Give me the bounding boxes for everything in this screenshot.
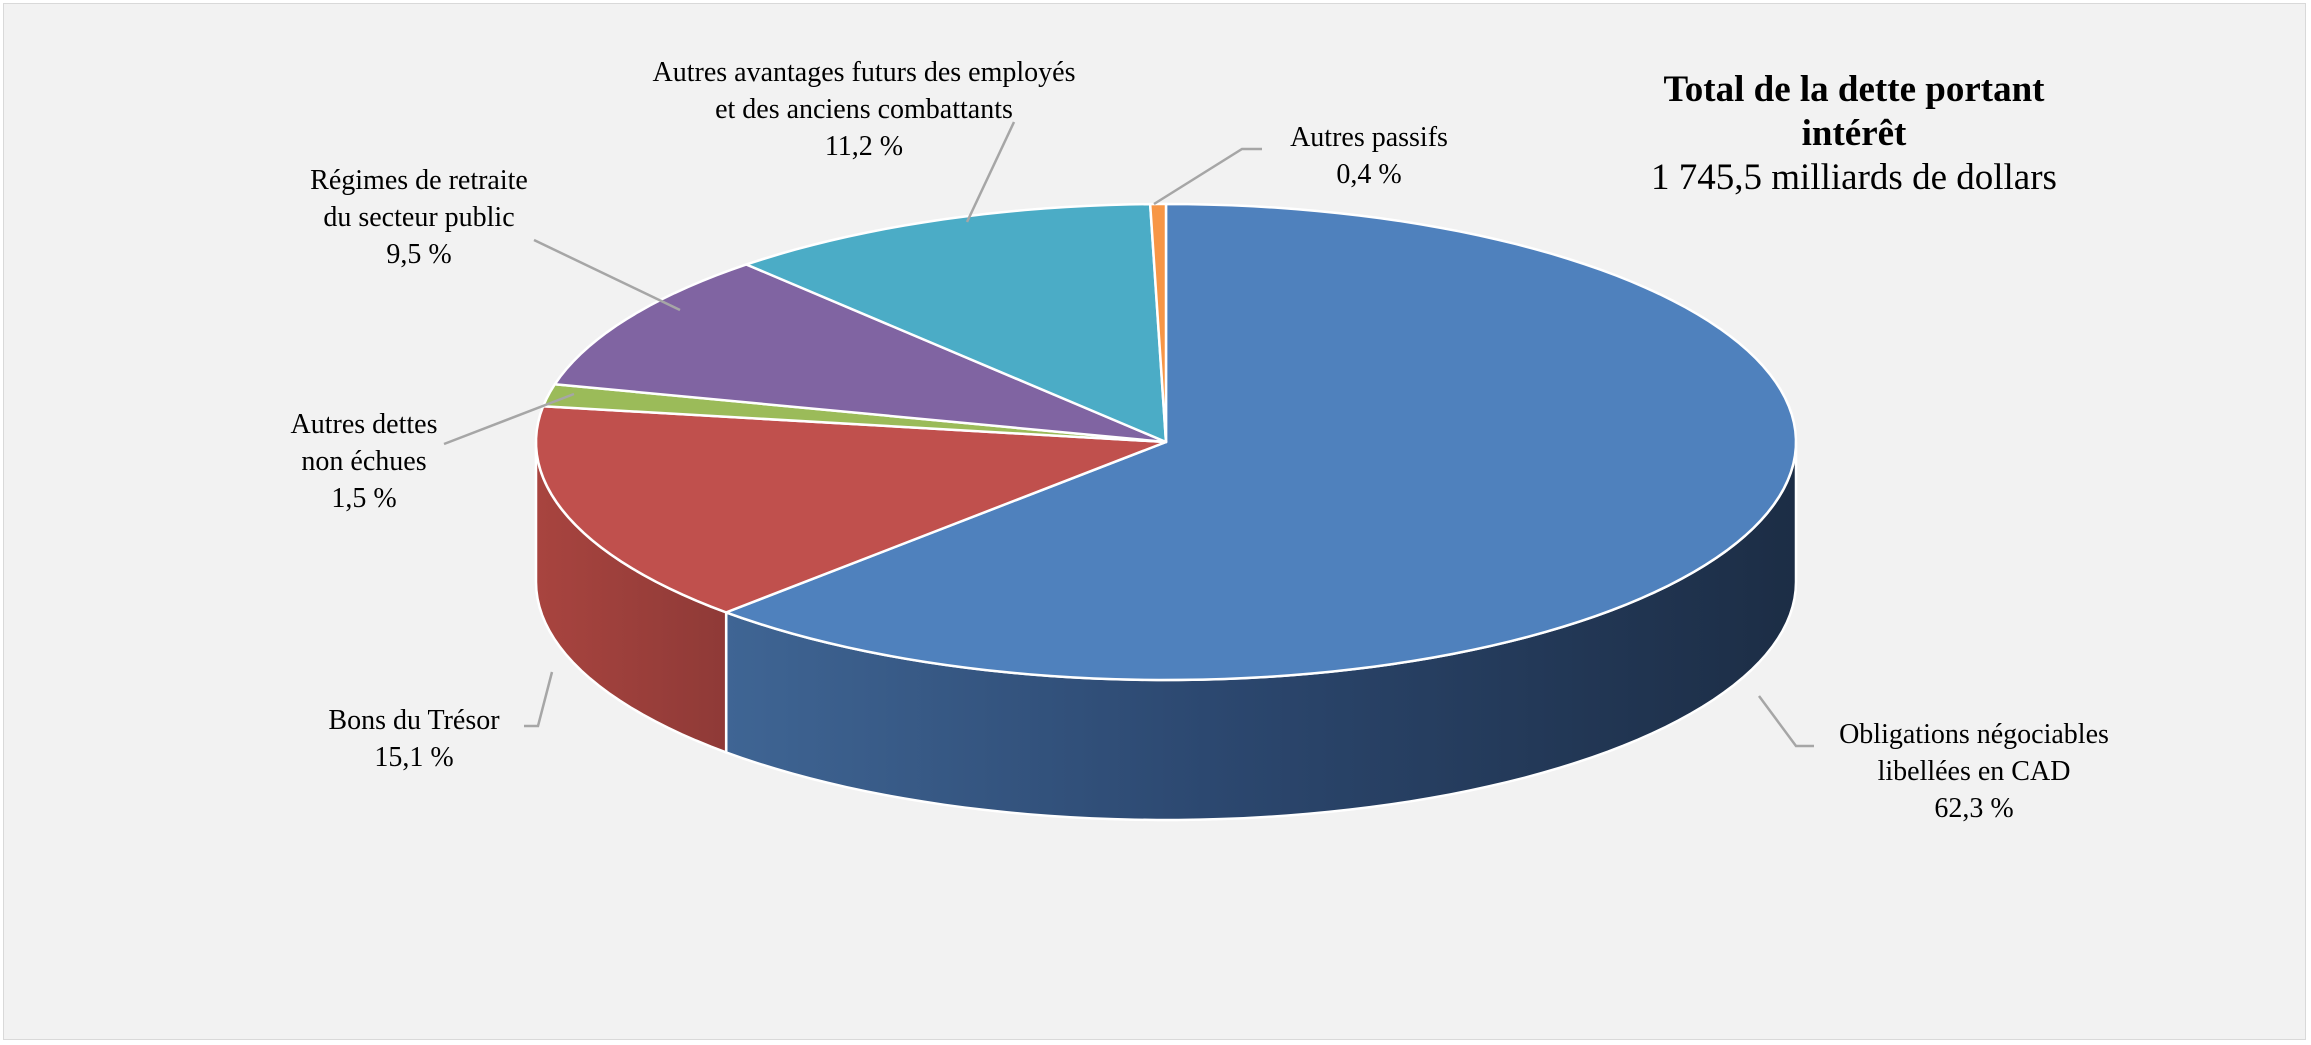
slice-label-line: Autres dettes <box>290 409 438 440</box>
slice-label-line: et des anciens combattants <box>715 94 1013 125</box>
slice-label-passifs: Autres passifs 0,4 % <box>1259 119 1479 193</box>
slice-label-regimes: Régimes de retraite du secteur public 9,… <box>274 162 564 273</box>
pie-slice-bons <box>534 405 1168 614</box>
leader-line-bons <box>524 671 554 728</box>
leader-line-autres-dettes <box>443 392 575 446</box>
slice-label-line: Bons du Trésor <box>328 705 500 736</box>
slice-label-line: du secteur public <box>323 202 515 233</box>
slice-label-line: libellées en CAD <box>1877 756 2071 787</box>
leader-line-obligations <box>1757 695 1814 748</box>
pie-slice-obligations <box>724 202 1798 682</box>
slice-value-label: 9,5 % <box>386 239 452 270</box>
leader-line-regimes <box>533 238 681 312</box>
slice-label-line: Obligations négociables <box>1839 719 2109 750</box>
slice-value-label: 62,3 % <box>1934 793 2014 824</box>
slice-label-autres-dettes: Autres dettes non échues 1,5 % <box>259 406 469 517</box>
pie-slice-regimes <box>553 263 1168 444</box>
slice-label-line: non échues <box>301 446 427 477</box>
slice-label-obligations: Obligations négociables libellées en CAD… <box>1814 716 2134 827</box>
slice-value-label: 1,5 % <box>331 483 397 514</box>
slice-label-line: Autres passifs <box>1290 122 1448 153</box>
slice-value-label: 11,2 % <box>824 131 904 162</box>
chart-title: Total de la dette portant intérêt <box>1663 69 2045 154</box>
leader-line-passifs <box>1153 147 1262 206</box>
slice-label-line: Autres avantages futurs des employés <box>652 57 1076 88</box>
slice-label-line: Régimes de retraite <box>310 165 528 196</box>
chart-subtitle: 1 745,5 milliards de dollars <box>1651 157 2057 198</box>
pie-slice-passifs <box>1148 202 1168 444</box>
slice-label-bons: Bons du Trésor 15,1 % <box>304 702 524 776</box>
pie-slice-avantages <box>745 202 1168 444</box>
slice-value-label: 15,1 % <box>374 742 454 773</box>
chart-title-block: Total de la dette portant intérêt 1 745,… <box>1614 68 2094 200</box>
slice-label-avantages: Autres avantages futurs des employés et … <box>604 54 1124 165</box>
slice-value-label: 0,4 % <box>1336 159 1402 190</box>
chart-frame: Total de la dette portant intérêt 1 745,… <box>3 3 2306 1040</box>
leader-line-avantages <box>965 121 1016 223</box>
pie-chart <box>443 121 1814 822</box>
